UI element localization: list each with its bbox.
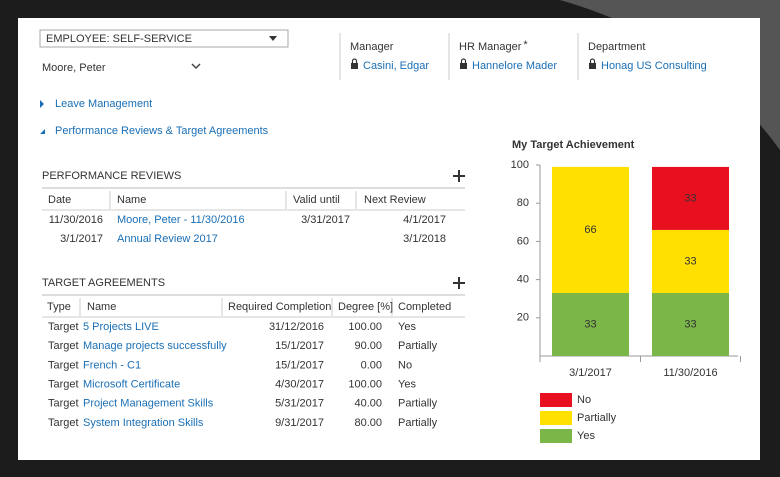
cell: 9/31/2017 [275, 417, 324, 429]
cell: Yes [398, 379, 416, 391]
app-panel [18, 18, 760, 460]
field-value[interactable]: Honag US Consulting [601, 60, 707, 72]
cell: 80.00 [354, 417, 382, 429]
column-header: Required Completion [228, 301, 331, 313]
x-tick-label: 3/1/2017 [569, 367, 612, 379]
cell: 15/1/2017 [275, 359, 324, 371]
cell: 100.00 [348, 321, 382, 333]
cell: Partially [398, 417, 438, 429]
cell: 0.00 [361, 359, 382, 371]
cell: 100.00 [348, 379, 382, 391]
cell: 15/1/2017 [275, 340, 324, 352]
cell: 90.00 [354, 340, 382, 352]
cell: 4/1/2017 [403, 214, 446, 226]
y-tick-label: 80 [517, 197, 529, 209]
name-chevron[interactable] [191, 63, 201, 70]
cell: Partially [398, 340, 438, 352]
lock-shackle [589, 58, 596, 63]
column-header: Degree [%] [338, 301, 393, 313]
cell[interactable]: Moore, Peter - 11/30/2016 [117, 214, 245, 226]
cell[interactable]: Microsoft Certificate [83, 379, 180, 391]
cell: No [398, 359, 412, 371]
bar-value-label: 33 [684, 255, 696, 267]
cell: 5/31/2017 [275, 398, 324, 410]
cell: 31/12/2016 [269, 321, 324, 333]
cell: 3/1/2017 [60, 233, 103, 245]
y-tick-label: 100 [511, 159, 529, 171]
y-tick-label: 40 [517, 274, 529, 286]
bar-value-label: 66 [584, 224, 596, 236]
cell: Target [48, 417, 79, 429]
chart-title: My Target Achievement [512, 139, 635, 151]
cell: Target [48, 340, 79, 352]
legend-label: No [577, 394, 591, 406]
legend-swatch [540, 429, 572, 443]
legend-swatch [540, 411, 572, 425]
legend-label: Yes [577, 430, 595, 442]
field-label: HR Manager [459, 41, 522, 53]
lock-icon [589, 63, 596, 69]
bar-segment [652, 229, 729, 293]
section-link[interactable]: Performance Reviews & Target Agreements [55, 125, 269, 137]
dropdown-caret [269, 36, 277, 41]
cell[interactable]: French - C1 [83, 359, 141, 371]
cell: 40.00 [354, 398, 382, 410]
lock-icon [460, 63, 467, 69]
legend-label: Partially [577, 412, 617, 424]
bar-value-label: 33 [684, 192, 696, 204]
cell: 4/30/2017 [275, 379, 324, 391]
column-header: Name [117, 194, 146, 206]
field-value[interactable]: Casini, Edgar [363, 60, 429, 72]
field-value[interactable]: Hannelore Mader [472, 60, 557, 72]
cell[interactable]: Project Management Skills [83, 398, 214, 410]
x-tick-label: 11/30/2016 [663, 367, 717, 379]
cell: 3/1/2018 [403, 233, 446, 245]
column-header: Type [47, 301, 71, 313]
y-tick-label: 20 [517, 312, 529, 324]
bar-segment [652, 292, 729, 356]
cell: Yes [398, 321, 416, 333]
lock-shackle [351, 58, 358, 63]
cell: Target [48, 359, 79, 371]
column-header: Next Review [364, 194, 426, 206]
lock-shackle [460, 58, 467, 63]
employee-name: Moore, Peter [42, 62, 106, 74]
column-header: Valid until [293, 194, 340, 206]
field-label: Department [588, 41, 645, 53]
cell[interactable]: Manage projects successfully [83, 340, 227, 352]
cell: 3/31/2017 [301, 214, 350, 226]
cell: Target [48, 321, 79, 333]
section-toggle[interactable] [40, 129, 45, 134]
form-selector[interactable]: EMPLOYEE: SELF-SERVICE [46, 33, 192, 45]
section-link[interactable]: Leave Management [55, 98, 152, 110]
required-marker: * [523, 39, 528, 51]
add-button[interactable] [453, 170, 465, 182]
bar-value-label: 33 [584, 318, 596, 330]
table-title: PERFORMANCE REVIEWS [42, 170, 181, 182]
cell[interactable]: 5 Projects LIVE [83, 321, 159, 333]
cell: Partially [398, 398, 438, 410]
cell: Target [48, 398, 79, 410]
bar-segment [652, 166, 729, 230]
bar-segment [552, 292, 629, 356]
column-header: Date [48, 194, 71, 206]
y-tick-label: 60 [517, 235, 529, 247]
cell[interactable]: System Integration Skills [83, 417, 204, 429]
cell[interactable]: Annual Review 2017 [117, 233, 218, 245]
column-header: Name [87, 301, 116, 313]
form-selector-box[interactable] [39, 29, 289, 48]
legend-swatch [540, 393, 572, 407]
cell: 11/30/2016 [49, 214, 103, 226]
cell: Target [48, 379, 79, 391]
bar-segment [552, 166, 629, 293]
lock-icon [351, 63, 358, 69]
column-header: Completed [398, 301, 451, 313]
table-title: TARGET AGREEMENTS [42, 277, 165, 289]
add-button[interactable] [453, 277, 465, 289]
field-label: Manager [350, 41, 394, 53]
bar-value-label: 33 [684, 318, 696, 330]
section-toggle[interactable] [40, 100, 44, 108]
